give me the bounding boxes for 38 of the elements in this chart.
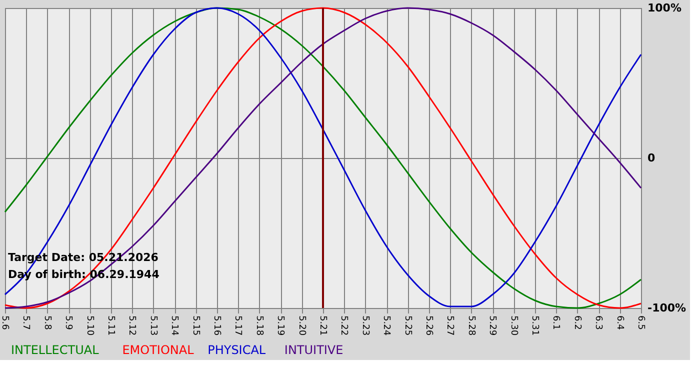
x-tick-label: 5.17	[232, 316, 243, 336]
text: INTELLECTUAL	[11, 343, 100, 357]
text: EMOTIONAL	[122, 343, 194, 357]
x-tick-label: 5.26	[424, 316, 434, 336]
x-tick-label: 5.7	[20, 316, 31, 330]
x-tick-label: 5.23	[360, 316, 370, 336]
x-tick-label: 5.22	[338, 316, 349, 336]
text: INTUITIVE	[284, 343, 344, 357]
x-tick-label: 5.25	[402, 316, 412, 336]
x-tick-label: 5.8	[42, 316, 52, 330]
x-tick-label: 5.18	[254, 316, 264, 336]
x-tick-label: 5.30	[508, 316, 518, 336]
x-tick-label: 5.31	[530, 316, 540, 336]
x-tick-label: 5.12	[126, 316, 137, 336]
x-tick-label: 5.21	[318, 316, 328, 336]
x-tick-label: 6.1	[550, 316, 561, 330]
y-tick-label: 100%	[648, 2, 682, 14]
x-tick-label: 5.11	[106, 316, 116, 336]
x-tick-label: 5.6	[0, 316, 10, 330]
x-tick-label: 6.5	[636, 316, 646, 330]
y-tick-label: -100%	[648, 302, 686, 314]
text: PHYSICAL	[208, 343, 266, 357]
x-tick-label: 6.3	[593, 316, 604, 330]
x-tick-label: 6.2	[572, 316, 582, 330]
x-tick-label: 5.14	[169, 316, 180, 336]
x-tick-label: 5.19	[275, 316, 286, 336]
x-tick-label: 5.16	[212, 316, 222, 336]
y-tick-label: 0	[648, 152, 656, 164]
x-tick-label: 5.28	[466, 316, 476, 336]
x-tick-label: 5.20	[296, 316, 306, 336]
x-tick-label: 5.9	[63, 316, 74, 330]
x-tick-label: 5.13	[148, 316, 158, 336]
x-tick-label: 5.27	[444, 316, 455, 336]
x-tick-label: 5.29	[487, 316, 498, 336]
x-tick-label: 6.4	[614, 316, 624, 330]
x-tick-label: 5.10	[84, 316, 94, 336]
x-tick-label: 5.15	[190, 316, 200, 336]
x-tick-label: 5.24	[381, 316, 392, 336]
